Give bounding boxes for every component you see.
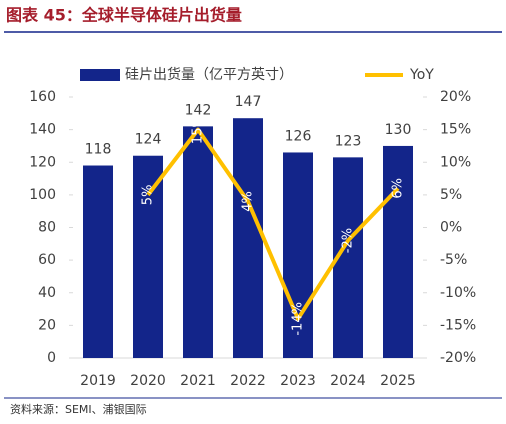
x-tick-label: 2022	[230, 373, 266, 389]
line-label: 4%	[241, 191, 256, 212]
y2-tick-label: -20%	[440, 350, 476, 366]
x-tick-label: 2020	[130, 373, 166, 389]
line	[146, 127, 400, 321]
bar	[183, 126, 213, 358]
bar-label: 147	[235, 94, 262, 110]
y2-tick-label: -15%	[440, 317, 476, 333]
y-tick-label: 0	[47, 350, 56, 366]
y2-tick-label: 5%	[440, 187, 462, 203]
source: 资料来源：SEMI、浦银国际	[10, 402, 147, 416]
line-label: 6%	[391, 178, 406, 199]
y-tick-label: 80	[38, 220, 56, 236]
y2-tick-label: 20%	[440, 89, 471, 105]
legend-swatch	[80, 69, 120, 81]
x-tick-label: 2023	[280, 373, 316, 389]
bar	[83, 165, 113, 358]
bar	[383, 145, 413, 358]
bar-label: 124	[135, 132, 162, 148]
chart-title: 图表 45：全球半导体硅片出货量	[6, 6, 242, 25]
legend-label: 硅片出货量（亿平方英寸）	[125, 66, 293, 83]
bar-label: 126	[285, 128, 312, 144]
line-label: -14%	[291, 302, 306, 336]
y2-tick-label: 15%	[440, 122, 471, 138]
y-tick-label: 160	[29, 89, 56, 105]
bar	[283, 152, 313, 358]
y2-tick-label: 0%	[440, 220, 462, 236]
x-tick-label: 2024	[330, 373, 366, 389]
y-tick-label: 140	[29, 122, 56, 138]
bar-label: 142	[185, 102, 212, 118]
bar	[233, 118, 263, 358]
y-tick-label: 40	[38, 285, 56, 301]
y-tick-label: 120	[29, 154, 56, 170]
bar-label: 130	[385, 122, 412, 138]
line-label: 5%	[141, 185, 156, 206]
y2-tick-label: -5%	[440, 252, 467, 268]
bar-label: 118	[85, 142, 112, 158]
y2-tick-label: 10%	[440, 154, 471, 170]
bar	[133, 155, 163, 358]
legend-label: YoY	[409, 67, 434, 83]
x-tick-label: 2021	[180, 373, 216, 389]
x-tick-label: 2025	[380, 373, 416, 389]
bar-label: 123	[335, 133, 362, 149]
y-tick-label: 100	[29, 187, 56, 203]
x-tick-label: 2019	[80, 373, 116, 389]
line-label: -2%	[341, 228, 356, 253]
y-tick-label: 60	[38, 252, 56, 268]
line-label: 15%	[191, 115, 206, 144]
y-tick-label: 20	[38, 317, 56, 333]
y2-tick-label: -10%	[440, 285, 476, 301]
